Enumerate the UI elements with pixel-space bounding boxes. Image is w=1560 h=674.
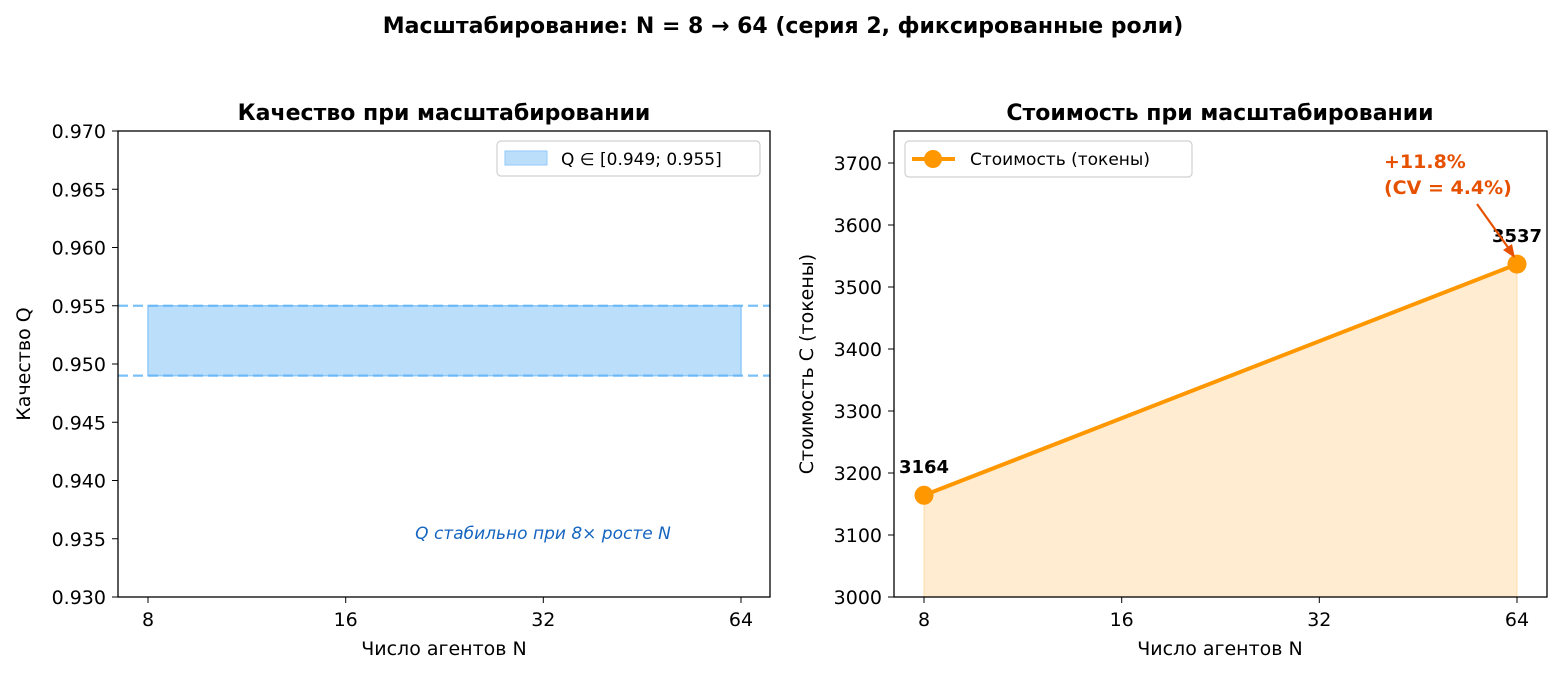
y-tick-label: 3400: [834, 339, 882, 361]
cost-data-label: 3164: [899, 457, 949, 478]
y-tick-label: 0.945: [52, 412, 106, 434]
y-tick-label: 3600: [834, 215, 882, 237]
cost-point-marker: [914, 485, 934, 505]
cost-y-axis: 3000 3100 3200 3300 3400 3500 3600 3700: [834, 153, 894, 609]
x-tick-label: 16: [334, 609, 358, 631]
x-tick-label: 32: [1307, 609, 1331, 631]
y-tick-label: 0.950: [52, 354, 106, 376]
cost-line: [923, 262, 1518, 498]
y-tick-label: 0.955: [52, 296, 106, 318]
y-tick-label: 0.960: [52, 238, 106, 260]
quality-chart: Качество при масштабировании 0.930 0.935…: [13, 101, 771, 660]
quality-band: [147, 305, 742, 377]
quality-y-label: Качество Q: [13, 307, 35, 420]
quality-annotation: Q стабильно при 8× росте N: [415, 524, 671, 544]
y-tick-label: 3300: [834, 401, 882, 423]
quality-chart-title: Качество при масштабировании: [238, 101, 651, 126]
y-tick-label: 3700: [834, 153, 882, 175]
x-tick-label: 32: [531, 609, 555, 631]
y-tick-label: 0.930: [52, 587, 106, 609]
cost-x-label: Число агентов N: [1137, 638, 1303, 660]
x-tick-label: 64: [1505, 609, 1529, 631]
quality-legend: Q ∈ [0.949; 0.955]: [496, 140, 761, 177]
cost-x-axis: 8 16 32 64: [918, 597, 1529, 631]
figure-suptitle: Масштабирование: N = 8 → 64 (серия 2, фи…: [383, 14, 1184, 39]
y-tick-label: 0.965: [52, 179, 106, 201]
x-tick-label: 8: [918, 609, 930, 631]
cost-chart-title: Стоимость при масштабировании: [1006, 101, 1433, 126]
quality-y-axis: 0.930 0.935 0.940 0.945 0.950 0.955 0.96…: [52, 121, 118, 609]
y-tick-label: 0.970: [52, 121, 106, 143]
cost-y-label: Стоимость C (токены): [796, 254, 818, 474]
legend-label: Q ∈ [0.949; 0.955]: [561, 150, 722, 170]
legend-patch-icon: [504, 150, 548, 166]
y-tick-label: 0.940: [52, 471, 106, 493]
y-tick-label: 3500: [834, 277, 882, 299]
cost-axes-frame: [893, 130, 1548, 598]
cost-point-marker: [1507, 254, 1527, 274]
y-tick-label: 0.935: [52, 529, 106, 551]
cost-area-fill: [923, 263, 1518, 598]
quality-x-label: Число агентов N: [361, 638, 527, 660]
legend-label: Стоимость (токены): [970, 150, 1150, 170]
x-tick-label: 16: [1110, 609, 1134, 631]
x-tick-label: 64: [729, 609, 753, 631]
cost-legend: Стоимость (токены): [904, 140, 1193, 178]
annotation-arrow-icon: [1476, 203, 1515, 258]
cost-growth-annotation: +11.8%: [1384, 151, 1466, 173]
cost-cv-annotation: (CV = 4.4%): [1384, 177, 1512, 199]
cost-chart: Стоимость при масштабировании 3164 3537 …: [796, 101, 1548, 660]
x-tick-label: 8: [142, 609, 154, 631]
y-tick-label: 3100: [834, 525, 882, 547]
legend-marker-icon: [924, 150, 942, 168]
quality-x-axis: 8 16 32 64: [142, 597, 753, 631]
y-tick-label: 3200: [834, 463, 882, 485]
y-tick-label: 3000: [834, 587, 882, 609]
